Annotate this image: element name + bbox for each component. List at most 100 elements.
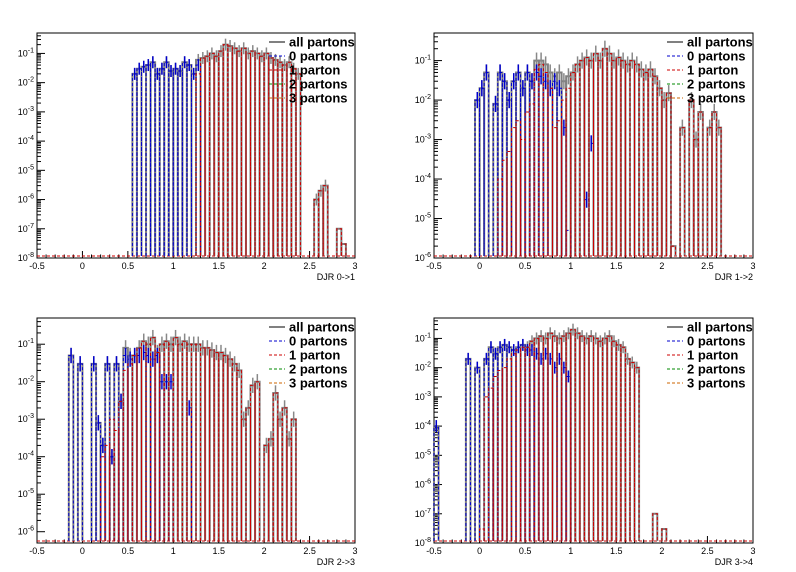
histogram-bin bbox=[565, 87, 572, 256]
y-tick-label: 10-7 bbox=[415, 508, 431, 519]
legend-label: 2 partons bbox=[687, 77, 746, 92]
histogram-bin bbox=[263, 52, 270, 256]
histogram-bin bbox=[488, 387, 494, 541]
y-tick-label: 10-4 bbox=[415, 420, 431, 431]
histogram-bin bbox=[254, 381, 261, 541]
x-tick-label: 3 bbox=[352, 546, 357, 556]
histogram-bin bbox=[140, 340, 147, 541]
histogram-bin bbox=[679, 126, 686, 256]
histogram-bin bbox=[716, 127, 722, 256]
legend-label: 3 partons bbox=[687, 91, 746, 106]
histogram-bin bbox=[670, 245, 677, 256]
x-tick-label: 0.5 bbox=[122, 261, 135, 271]
histogram-bin bbox=[533, 337, 540, 541]
histogram-bin bbox=[697, 111, 704, 256]
histogram-bin bbox=[510, 353, 517, 541]
histogram-bin bbox=[231, 363, 238, 541]
x-tick-label: 1 bbox=[568, 261, 573, 271]
histogram-bin bbox=[290, 418, 297, 541]
histogram-bin bbox=[652, 513, 658, 541]
histogram-bin bbox=[290, 68, 297, 256]
histogram-bin bbox=[227, 45, 233, 256]
histogram-bin bbox=[159, 68, 165, 256]
x-tick-label: 1 bbox=[171, 261, 176, 271]
x-tick-label: 2 bbox=[262, 546, 267, 556]
x-tick-label: 0 bbox=[80, 546, 85, 556]
histogram-bin bbox=[542, 337, 549, 541]
legend-label: all partons bbox=[687, 320, 753, 335]
x-tick-label: 2.5 bbox=[303, 261, 316, 271]
x-tick-label: -0.5 bbox=[426, 546, 442, 556]
series-1-parton bbox=[100, 337, 297, 541]
histogram-bin bbox=[181, 340, 188, 541]
histogram-bin bbox=[593, 337, 599, 541]
histogram-bin bbox=[661, 99, 667, 256]
x-tick-label: 1.5 bbox=[610, 546, 623, 556]
histogram-bin bbox=[295, 73, 301, 256]
histogram-bin bbox=[154, 352, 161, 541]
x-tick-label: -0.5 bbox=[29, 546, 45, 556]
histogram-bin bbox=[218, 352, 224, 541]
y-tick-label: 10-8 bbox=[18, 252, 34, 263]
histogram-bin bbox=[669, 245, 677, 256]
y-tick-label: 10-1 bbox=[415, 55, 431, 66]
histogram-bin bbox=[67, 354, 75, 541]
histogram-bin bbox=[340, 243, 347, 256]
series-1-parton bbox=[497, 48, 722, 256]
histogram-bin bbox=[240, 47, 247, 256]
histogram-bin bbox=[583, 337, 590, 541]
x-tick-label: -0.5 bbox=[29, 261, 45, 271]
histogram-bin bbox=[272, 392, 279, 541]
histogram-bin bbox=[633, 366, 641, 541]
x-tick-label: -0.5 bbox=[426, 261, 442, 271]
y-tick-label: 10-2 bbox=[18, 376, 34, 387]
x-tick-label: 1 bbox=[171, 546, 176, 556]
legend-label: 3 partons bbox=[289, 376, 348, 391]
y-tick-label: 10-5 bbox=[415, 449, 431, 460]
histogram-bin bbox=[290, 418, 297, 541]
x-tick-label: 2 bbox=[262, 261, 267, 271]
histogram-bin bbox=[213, 352, 220, 541]
y-tick-label: 10-4 bbox=[18, 135, 34, 146]
y-tick-label: 10-4 bbox=[18, 451, 34, 462]
x-axis-title: DJR 3->4 bbox=[715, 557, 753, 567]
histogram-bin bbox=[629, 362, 636, 541]
histogram-bin bbox=[483, 71, 490, 256]
histogram-bin bbox=[547, 332, 553, 541]
histogram-bin bbox=[715, 126, 723, 256]
y-tick-label: 10-6 bbox=[18, 526, 34, 537]
x-tick-label: 0.5 bbox=[519, 261, 532, 271]
y-tick-label: 10-5 bbox=[18, 164, 34, 175]
histogram-bin bbox=[529, 340, 535, 541]
x-axis-title: DJR 1->2 bbox=[715, 272, 753, 282]
histogram-bin bbox=[679, 127, 686, 256]
histogram-bin bbox=[697, 110, 704, 256]
series-1-parton bbox=[479, 329, 667, 541]
histogram-bin bbox=[254, 380, 261, 541]
histogram-bin bbox=[76, 362, 84, 541]
histogram-bin bbox=[200, 57, 206, 256]
legend-label: 2 partons bbox=[687, 362, 746, 377]
legend-label: 0 partons bbox=[289, 49, 348, 64]
x-tick-label: 1 bbox=[568, 546, 573, 556]
histogram-bin bbox=[464, 357, 472, 541]
legend-label: all partons bbox=[289, 320, 355, 335]
histogram-bin bbox=[213, 55, 220, 256]
histogram-bin bbox=[259, 55, 265, 256]
histogram-bin bbox=[593, 53, 599, 256]
y-tick-label: 10-3 bbox=[415, 134, 431, 145]
histogram-bin bbox=[204, 55, 211, 256]
histogram-bin bbox=[660, 528, 668, 541]
histogram-bin bbox=[250, 384, 256, 541]
histogram-bin bbox=[501, 367, 508, 541]
histogram-bin bbox=[474, 99, 481, 256]
histogram-bin bbox=[665, 92, 672, 256]
legend-label: 0 partons bbox=[687, 49, 746, 64]
histogram-bin bbox=[204, 347, 211, 541]
y-tick-label: 10-6 bbox=[415, 252, 431, 263]
legend-label: all partons bbox=[687, 35, 753, 50]
